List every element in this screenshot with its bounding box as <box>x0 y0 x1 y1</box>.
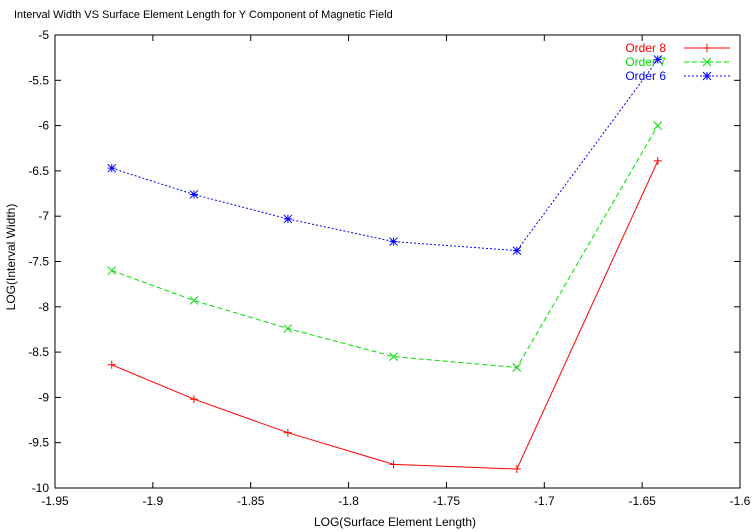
series-line-order-7 <box>111 125 659 369</box>
data-point-order-8 <box>389 460 398 469</box>
y-tick-label: -6 <box>38 119 49 133</box>
x-tick-label: -1.65 <box>628 494 656 508</box>
chart-title: Interval Width VS Surface Element Length… <box>14 9 393 21</box>
data-point-order-8 <box>653 156 662 165</box>
legend-marker-order-7 <box>702 57 712 67</box>
y-tick-label: -7.5 <box>28 255 49 269</box>
plot-area: -10 -9.5 -9 -8.5 -8 -7.5 -7 -6.5 -6 -5.5 -5 -1.95 -1… <box>28 28 750 508</box>
data-point-order-6 <box>189 190 199 199</box>
data-point-order-6 <box>389 237 398 246</box>
x-tick-label: -1.9 <box>143 494 164 508</box>
y-tick-label: -7 <box>38 209 49 223</box>
data-point-order-7 <box>107 266 117 275</box>
legend-marker-order-6 <box>702 71 712 81</box>
y-tick-label: -8 <box>38 300 49 314</box>
plot-frame <box>54 34 741 489</box>
y-axis-label: LOG(Interval Width) <box>4 204 18 311</box>
data-point-order-6 <box>512 246 522 255</box>
y-tick-label: -5.5 <box>28 73 49 87</box>
data-point-order-8 <box>189 395 198 404</box>
data-point-order-7 <box>653 121 663 130</box>
data-point-order-6 <box>653 55 663 64</box>
x-tick-label: -1.75 <box>433 494 461 508</box>
legend-marker-order-8 <box>703 44 711 52</box>
x-tick-label: -1.8 <box>338 494 359 508</box>
data-point-order-7 <box>283 324 293 333</box>
y-tick-label: -8.5 <box>28 345 49 359</box>
x-tick-label: -1.95 <box>41 494 69 508</box>
data-point-order-8 <box>512 464 521 473</box>
data-point-order-7 <box>512 363 522 372</box>
data-point-order-6 <box>107 163 117 173</box>
y-tick-label: -9.5 <box>28 436 49 450</box>
y-tick-label: -5 <box>38 28 49 42</box>
data-point-order-8 <box>283 428 292 437</box>
data-point-order-6 <box>283 214 293 224</box>
y-tick-label: -10 <box>32 481 50 495</box>
y-tick-label: -6.5 <box>28 164 49 178</box>
x-tick-label: -1.7 <box>534 494 555 508</box>
x-tick-label: -1.6 <box>730 494 751 508</box>
legend-label-order-6: Order 6 <box>625 69 666 83</box>
series-line-order-6 <box>111 59 659 252</box>
data-point-order-8 <box>107 360 116 369</box>
legend-label-order-7: Order 7 <box>625 55 666 69</box>
x-tick-label: -1.85 <box>237 494 265 508</box>
data-point-order-7 <box>389 352 398 361</box>
data-point-order-7 <box>189 296 199 305</box>
legend-label-order-8: Order 8 <box>625 41 666 55</box>
series-line-order-8 <box>111 160 659 470</box>
y-tick-label: -9 <box>38 390 49 404</box>
x-axis-label: LOG(Surface Element Length) <box>314 515 476 529</box>
